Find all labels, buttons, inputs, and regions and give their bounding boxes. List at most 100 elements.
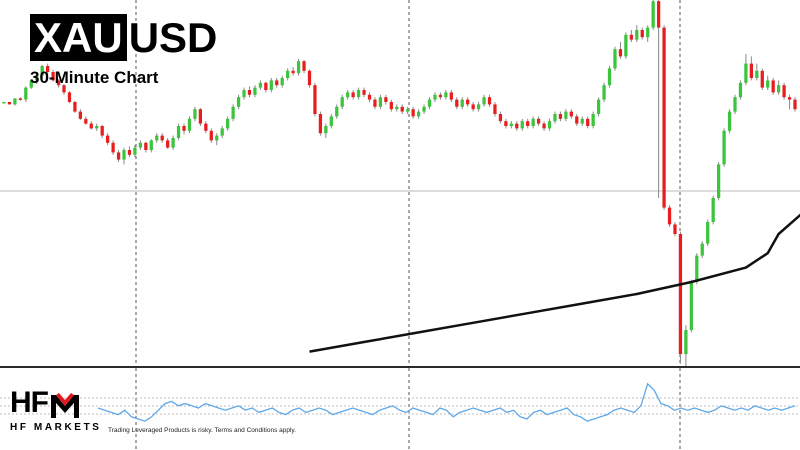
candle-body	[607, 68, 612, 86]
candle-body	[362, 90, 366, 95]
candle-body	[84, 118, 88, 124]
candle-body	[100, 126, 104, 136]
candle-body	[258, 82, 263, 88]
candle-body	[335, 106, 339, 117]
candle-body	[2, 102, 6, 104]
candle-body	[18, 98, 23, 100]
candle-body	[520, 121, 524, 129]
candle-body	[373, 99, 377, 107]
candle-body	[166, 140, 170, 148]
candle-body	[536, 118, 541, 124]
candle-body	[307, 70, 312, 86]
candle-body	[722, 130, 726, 165]
candle-body	[684, 330, 688, 354]
candle-body	[351, 92, 355, 98]
candle-body	[711, 198, 715, 222]
candle-body	[182, 126, 186, 131]
candle-body	[553, 114, 557, 122]
candle-body	[455, 99, 459, 107]
candle-body	[264, 82, 268, 90]
candle-body	[51, 72, 55, 81]
candle-body	[247, 90, 252, 95]
candle-body	[356, 90, 361, 98]
candle-body	[116, 152, 121, 160]
candle-body	[378, 97, 383, 107]
candle-body	[444, 92, 448, 98]
candle-body	[231, 106, 235, 119]
candle-body	[198, 109, 203, 124]
candle-body	[106, 135, 110, 143]
candle-body	[346, 92, 350, 98]
panel-divider	[0, 366, 800, 368]
candle-body	[269, 80, 273, 90]
candle-body	[569, 111, 573, 117]
candle-body	[635, 30, 639, 40]
candle-body	[618, 49, 623, 57]
moving-average-line	[309, 213, 800, 353]
candle-body	[596, 99, 601, 114]
chart-title: XAU USD	[30, 14, 217, 61]
candle-body	[640, 30, 644, 38]
candle-body	[531, 118, 535, 126]
candle-body	[324, 126, 328, 134]
candle-body	[662, 27, 666, 208]
hfm-logo: HF HF MARKETS	[10, 388, 106, 434]
candle-body	[542, 123, 546, 129]
candle-body	[787, 97, 792, 100]
candle-body	[176, 126, 181, 138]
candle-body	[29, 80, 33, 88]
candle-body	[291, 70, 295, 74]
candle-body	[242, 90, 246, 98]
candle-body	[340, 97, 344, 107]
candle-body	[433, 94, 437, 100]
candle-body	[389, 102, 393, 110]
candle-body	[78, 111, 83, 119]
candle-body	[782, 85, 786, 98]
candle-body	[40, 66, 44, 76]
logo-subtitle: HF MARKETS	[10, 422, 102, 433]
candle-body	[793, 99, 797, 110]
candle-body	[651, 1, 655, 28]
candle-body	[716, 164, 721, 198]
candle-body	[138, 142, 143, 148]
candle-body	[73, 102, 77, 112]
candle-body	[313, 85, 317, 114]
candle-body	[733, 97, 737, 112]
candle-body	[171, 138, 175, 148]
candle-body	[667, 207, 672, 225]
candle-body	[438, 94, 443, 98]
candle-body	[7, 102, 12, 105]
candle-body	[302, 61, 306, 71]
candle-body	[602, 85, 606, 100]
candle-body	[422, 106, 426, 112]
candle-body	[280, 78, 284, 86]
candle-body	[471, 104, 475, 110]
candle-body	[678, 234, 683, 354]
candle-body	[253, 87, 257, 95]
candle-body	[286, 70, 290, 78]
candle-body	[416, 111, 421, 117]
candle-body	[220, 128, 224, 136]
indicator-line	[97, 382, 796, 422]
candle-body	[613, 49, 617, 69]
risk-disclaimer: Trading Leveraged Products is risky. Ter…	[108, 427, 296, 434]
candle-body	[24, 87, 28, 100]
candle-body	[427, 99, 432, 107]
candle-body	[575, 116, 579, 124]
candle-body	[466, 99, 470, 105]
candle-body	[406, 109, 410, 112]
candle-body	[209, 130, 213, 141]
candle-body	[13, 98, 17, 105]
candle-body	[127, 150, 132, 155]
title-symbol-quote: USD	[128, 13, 218, 61]
candle-body	[367, 94, 372, 100]
candle-body	[62, 85, 66, 93]
candle-body	[706, 222, 710, 244]
candle-body	[482, 97, 486, 105]
candle-body	[526, 121, 530, 126]
candle-body	[215, 135, 219, 141]
candle-body	[744, 63, 748, 83]
candle-body	[760, 70, 764, 88]
candle-body	[629, 34, 633, 40]
candle-body	[122, 150, 126, 160]
